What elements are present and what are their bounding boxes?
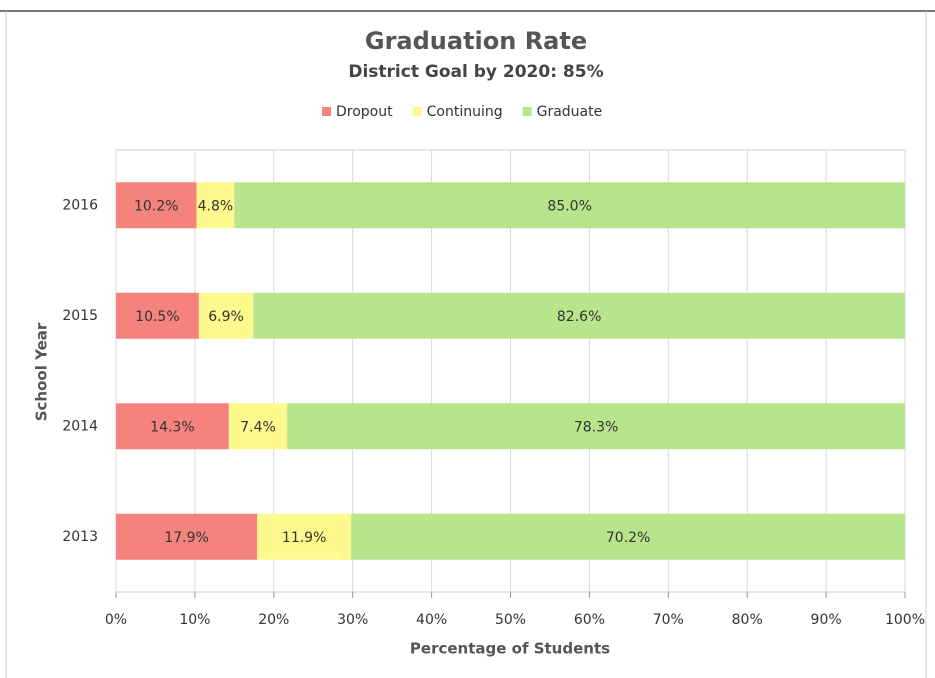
bar-segment <box>351 513 905 560</box>
x-tick-label: 100% <box>885 612 925 628</box>
y-tick-label: 2016 <box>62 197 98 213</box>
bar-segment <box>116 292 199 339</box>
legend-swatch <box>322 107 331 116</box>
x-tick-label: 20% <box>258 612 289 628</box>
value-label: 7.4% <box>240 419 276 435</box>
bar-segment <box>228 403 288 450</box>
bar-segment <box>116 182 197 229</box>
x-tick-label: 80% <box>732 612 763 628</box>
x-tick-label: 10% <box>179 612 210 628</box>
bar-segment <box>116 513 258 560</box>
y-tick-label: 2014 <box>62 418 98 434</box>
value-label: 10.5% <box>135 309 179 325</box>
x-axis-title: Percentage of Students <box>410 640 610 658</box>
value-label: 78.3% <box>574 419 618 435</box>
legend-label: Dropout <box>336 104 393 120</box>
bar-segment <box>257 513 352 560</box>
x-tick-label: 0% <box>105 612 127 628</box>
value-label: 14.3% <box>150 419 194 435</box>
value-label: 85.0% <box>547 198 591 214</box>
legend-swatch <box>522 107 532 116</box>
x-tick-label: 70% <box>653 612 684 628</box>
legend-label: Continuing <box>427 104 503 120</box>
x-tick-label: 90% <box>811 612 842 628</box>
value-label: 11.9% <box>282 530 326 546</box>
y-axis-title: School Year <box>33 322 51 421</box>
value-label: 17.9% <box>164 530 208 546</box>
value-label: 4.8% <box>198 198 234 214</box>
y-tick-label: 2013 <box>62 529 98 545</box>
value-label: 6.9% <box>208 309 244 325</box>
value-label: 70.2% <box>606 530 650 546</box>
y-tick-label: 2015 <box>62 308 98 324</box>
value-label: 82.6% <box>557 309 601 325</box>
legend-label: Graduate <box>537 104 603 120</box>
value-label: 10.2% <box>134 198 178 214</box>
chart-subtitle: District Goal by 2020: 85% <box>348 62 603 82</box>
chart-title: Graduation Rate <box>365 27 587 55</box>
x-tick-label: 60% <box>574 612 605 628</box>
bar-segment <box>253 292 905 339</box>
x-tick-label: 40% <box>416 612 447 628</box>
x-tick-label: 50% <box>495 612 526 628</box>
bar-segment <box>198 292 254 339</box>
bar-segment <box>287 403 905 450</box>
bar-segment <box>116 403 229 450</box>
x-tick-label: 30% <box>337 612 368 628</box>
legend-swatch <box>412 107 422 116</box>
bar-segment <box>196 182 235 229</box>
bar-segment <box>234 182 906 229</box>
